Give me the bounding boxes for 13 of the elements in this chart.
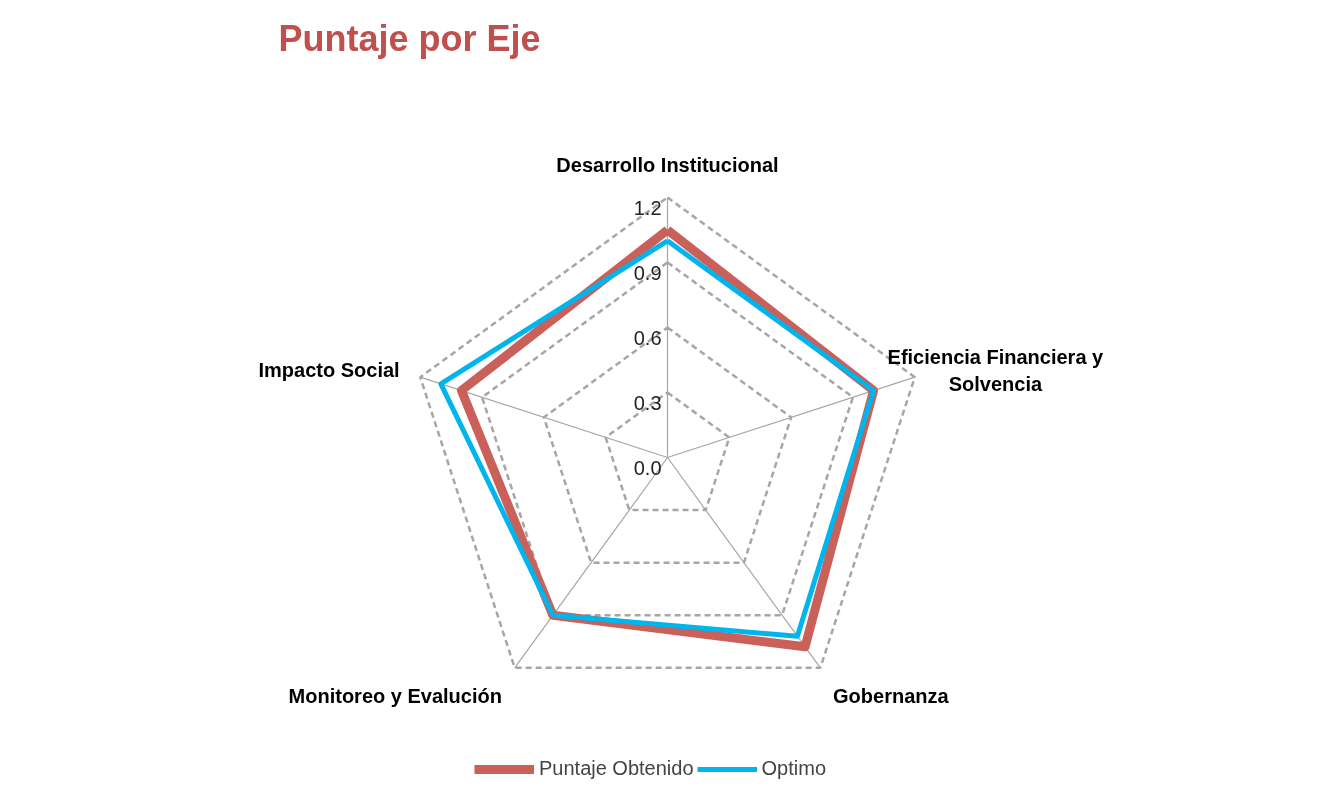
legend-label: Optimo (761, 757, 827, 780)
spoke-label: Gobernanza (833, 685, 950, 708)
spoke-label: Monitoreo y Evalución (288, 685, 502, 708)
y-tick-label: 0.6 (633, 326, 662, 349)
chart-title: Puntaje por Eje (278, 18, 541, 59)
y-tick-label: 0.9 (633, 261, 662, 284)
spoke-label: Eficiencia Financiera y Solvencia (887, 346, 1105, 395)
y-tick-label: 1.2 (633, 196, 662, 219)
y-tick-label: 0.3 (633, 391, 662, 414)
spoke-label: Desarrollo Institucional (556, 153, 779, 176)
legend-label: Puntaje Obtenido (538, 757, 694, 780)
y-tick-label: 0.0 (633, 456, 662, 479)
spoke-label: Impacto Social (258, 359, 400, 382)
